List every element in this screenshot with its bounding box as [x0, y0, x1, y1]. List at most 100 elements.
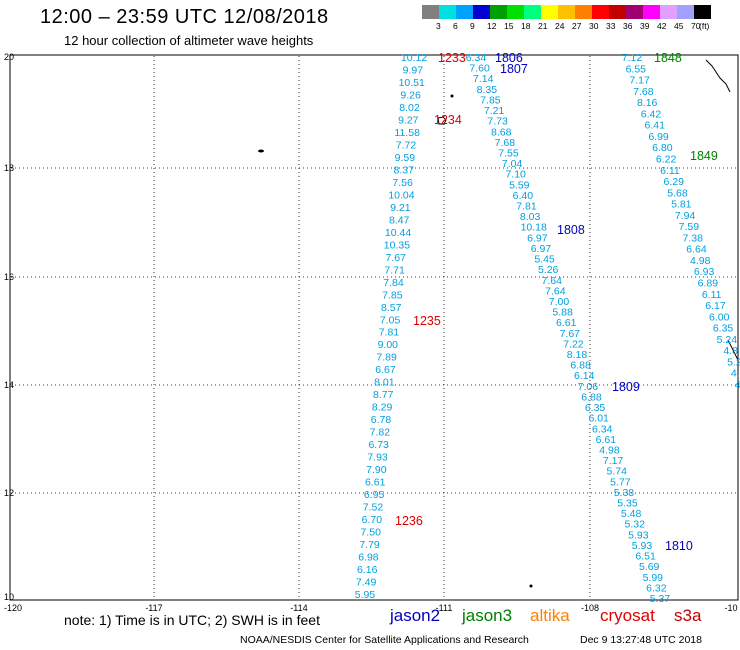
swh-value: 6.11 — [660, 165, 680, 177]
swh-value: 6.40 — [513, 190, 534, 202]
swh-value: 10.18 — [521, 222, 547, 234]
x-tick-label: -120 — [4, 603, 22, 613]
legend-label: 39 — [640, 21, 650, 31]
swh-value: 4.98 — [690, 255, 711, 267]
swh-value: 8.57 — [381, 302, 402, 314]
color-legend-labels: 3 6 9 12 15 18 21 24 27 30 33 36 39 42 45 70 (ft) — [422, 21, 740, 33]
swh-value: 7.17 — [603, 455, 624, 467]
x-tick-label: -111 — [436, 603, 453, 613]
swh-value: 7.81 — [516, 201, 537, 213]
swh-value: 4.7 — [731, 368, 740, 380]
swh-value: 7.52 — [363, 502, 384, 514]
time-label: 1236 — [395, 514, 423, 528]
swh-value: 7.67 — [560, 328, 581, 340]
legend-swatch — [575, 5, 592, 19]
swh-value: 6.99 — [648, 131, 669, 143]
y-tick-label: 12 — [4, 488, 14, 498]
swh-value: 8.35 — [477, 84, 498, 96]
page-subtitle: 12 hour collection of altimeter wave hei… — [64, 33, 314, 48]
swh-value: 7.17 — [629, 75, 650, 87]
swh-value: 7.79 — [359, 539, 380, 551]
swh-value: 6.42 — [641, 108, 662, 120]
swh-value: 7.38 — [682, 232, 703, 244]
swh-value: 8.68 — [491, 126, 512, 138]
swh-value: 7.21 — [484, 105, 505, 117]
swh-value: 6.32 — [646, 582, 667, 594]
time-label: 1809 — [612, 380, 640, 394]
swh-value: 7.73 — [487, 116, 508, 128]
timestamp: Dec 9 13:27:48 UTC 2018 — [580, 634, 702, 646]
legend-swatch — [524, 5, 541, 19]
swh-value: 5.59 — [509, 179, 530, 191]
swh-value: 6.17 — [705, 300, 726, 312]
swh-value: 7.94 — [675, 210, 696, 222]
swh-value: 6.88 — [581, 391, 602, 403]
swh-value: 5.38 — [614, 487, 635, 499]
legend-label: 33 — [606, 21, 616, 31]
legend-swatch — [558, 5, 575, 19]
swh-value: 8.01 — [374, 377, 395, 389]
coastline — [258, 59, 739, 588]
swh-value: 9.97 — [403, 64, 424, 76]
time-label: 1806 — [495, 51, 523, 65]
swh-value: 7.50 — [360, 527, 381, 539]
swh-value: 6.61 — [556, 317, 577, 329]
swh-value: 7.90 — [366, 464, 387, 476]
swh-value: 7.89 — [376, 352, 397, 364]
island-3 — [450, 94, 454, 98]
swh-value: 9.27 — [398, 114, 419, 126]
island-1 — [258, 149, 264, 153]
legend-label: 18 — [521, 21, 531, 31]
swh-value: 7.68 — [633, 86, 654, 98]
satellite-label-altika: altika — [530, 606, 570, 625]
swh-value: 8.47 — [389, 214, 410, 226]
swh-value: 5.68 — [667, 187, 688, 199]
swh-value: 10.51 — [399, 77, 425, 89]
legend-label: 21 — [538, 21, 548, 31]
swh-value: 11.58 — [394, 127, 420, 139]
swh-value: 6.22 — [656, 153, 677, 165]
swh-value: 5.77 — [610, 476, 631, 488]
coastline-northeast — [705, 59, 731, 93]
swh-value: 7.85 — [382, 289, 403, 301]
legend-label: 12 — [487, 21, 497, 31]
swh-value: 7.22 — [563, 338, 584, 350]
swh-value: 6.35 — [585, 402, 606, 414]
credit-line: NOAA/NESDIS Center for Satellite Applica… — [240, 634, 529, 646]
swh-value: 5.35 — [617, 498, 638, 510]
legend-label: 6 — [453, 21, 458, 31]
map-grid — [11, 56, 737, 599]
swh-value: 5.48 — [621, 508, 642, 520]
altimeter-tracks: 10.129.9710.519.268.029.2711.587.729.598… — [355, 52, 740, 605]
swh-value: 7.06 — [578, 381, 599, 393]
island-2 — [437, 116, 447, 125]
legend-swatch — [660, 5, 677, 19]
legend-label: 27 — [572, 21, 582, 31]
map-frame — [9, 54, 739, 601]
swh-value: 5.2 — [727, 356, 740, 368]
legend-swatch — [626, 5, 643, 19]
y-tick-label: 10 — [4, 592, 14, 602]
swh-value: 7.68 — [495, 137, 516, 149]
y-tick-labels: 20 18 16 14 12 10 — [4, 52, 14, 602]
x-tick-labels: -120 -117 -114 -111 -108 -10 — [4, 603, 738, 613]
swh-value: 8.77 — [373, 389, 394, 401]
swh-value: 6.64 — [686, 244, 707, 256]
swh-value: 4.8 — [723, 345, 738, 357]
swh-value: 7.59 — [679, 221, 700, 233]
x-tick-label: -117 — [145, 603, 162, 613]
swh-value: 9.26 — [400, 89, 421, 101]
swh-value: 9.59 — [395, 152, 416, 164]
legend-swatch — [439, 5, 456, 19]
swh-value: 5.95 — [355, 589, 376, 601]
swh-value: 5.93 — [632, 540, 653, 552]
legend-swatch — [507, 5, 524, 19]
swh-value: 7.71 — [384, 264, 405, 276]
legend-swatch — [609, 5, 626, 19]
swh-value: 7.84 — [383, 277, 404, 289]
legend-label: 9 — [470, 21, 475, 31]
island-4 — [529, 584, 533, 588]
swh-value: 8.37 — [394, 164, 415, 176]
